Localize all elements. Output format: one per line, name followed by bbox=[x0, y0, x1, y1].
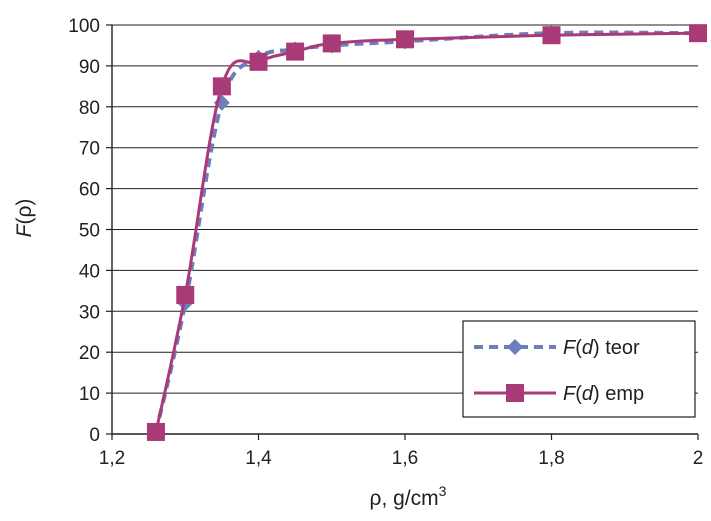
legend-teor-marker bbox=[507, 339, 523, 355]
y-axis-title-italic: F bbox=[13, 223, 36, 237]
y-axis-title-rest: (ρ) bbox=[13, 199, 36, 225]
y-tick-label: 70 bbox=[79, 139, 100, 160]
x-tick-label: 1,6 bbox=[392, 448, 418, 469]
series-layer bbox=[146, 24, 707, 441]
point-emp bbox=[212, 77, 231, 96]
x-axis-title-sup: 3 bbox=[439, 483, 447, 499]
y-tick-label: 80 bbox=[79, 98, 100, 119]
x-tick-label: 1,4 bbox=[245, 448, 272, 469]
point-emp bbox=[176, 285, 195, 304]
point-emp bbox=[286, 42, 305, 61]
legend-emp-marker bbox=[506, 384, 524, 402]
legend-box bbox=[462, 320, 696, 418]
point-emp bbox=[689, 24, 707, 43]
point-emp bbox=[322, 34, 341, 53]
y-tick-label: 0 bbox=[89, 425, 100, 446]
point-emp bbox=[146, 422, 165, 441]
x-axis-title: ρ, g/cm3 bbox=[370, 483, 447, 510]
y-tick-label: 40 bbox=[79, 261, 100, 282]
y-tick-label: 50 bbox=[79, 221, 100, 242]
x-tick-label: 1,8 bbox=[538, 448, 564, 469]
y-tick-label: 60 bbox=[79, 180, 100, 201]
legend: F(d) teor F(d) emp bbox=[462, 320, 696, 418]
y-tick-label: 90 bbox=[79, 57, 100, 78]
x-tick-label: 2 bbox=[693, 448, 704, 469]
legend-emp-label: F(d) emp bbox=[563, 383, 644, 405]
x-tick-label: 1,2 bbox=[99, 448, 125, 469]
y-tick-label: 100 bbox=[68, 16, 100, 37]
point-emp bbox=[249, 52, 268, 71]
point-emp bbox=[542, 26, 561, 45]
y-tick-label: 30 bbox=[79, 302, 100, 323]
point-emp bbox=[396, 30, 414, 49]
y-tick-label: 10 bbox=[79, 384, 100, 405]
legend-teor-label: F(d) teor bbox=[563, 337, 640, 359]
y-axis-title: F(ρ) bbox=[13, 199, 36, 238]
x-axis-title-main: ρ, g/cm bbox=[370, 487, 439, 510]
axes-layer bbox=[106, 24, 699, 440]
labels-layer: 0 10 20 30 40 50 60 70 80 90 100 1,2 1,4 1,6 1,8 2 bbox=[68, 16, 703, 469]
y-tick-label: 20 bbox=[79, 343, 100, 364]
